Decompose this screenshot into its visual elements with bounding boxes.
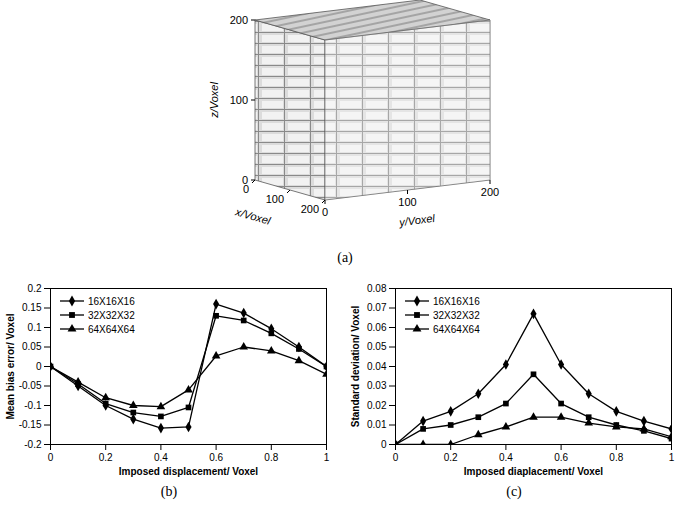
html-text:(c): (c) bbox=[506, 484, 522, 499]
svg-text:200: 200 bbox=[481, 186, 499, 198]
svg-text:0.2: 0.2 bbox=[99, 452, 113, 463]
svg-text:0.01: 0.01 bbox=[367, 419, 387, 430]
svg-text:-0.2: -0.2 bbox=[24, 439, 42, 450]
svg-text:0: 0 bbox=[48, 452, 54, 463]
svg-text:0.4: 0.4 bbox=[154, 452, 168, 463]
svg-text:0: 0 bbox=[322, 206, 328, 218]
svg-text:0.6: 0.6 bbox=[209, 452, 223, 463]
svg-text:0.6: 0.6 bbox=[554, 452, 568, 463]
svg-text:32X32X32: 32X32X32 bbox=[433, 310, 480, 321]
svg-text:0: 0 bbox=[243, 183, 249, 195]
svg-text:Mean bias error/ Voxel: Mean bias error/ Voxel bbox=[5, 313, 16, 419]
svg-text:0.2: 0.2 bbox=[444, 452, 458, 463]
svg-text:0.04: 0.04 bbox=[367, 361, 387, 372]
svg-text:0.07: 0.07 bbox=[367, 302, 387, 313]
svg-text:0.2: 0.2 bbox=[28, 283, 42, 294]
svg-text:-0.15: -0.15 bbox=[19, 419, 42, 430]
svg-text:x/Voxel: x/Voxel bbox=[233, 205, 272, 227]
svg-text:0.05: 0.05 bbox=[22, 341, 42, 352]
svg-text:200: 200 bbox=[301, 203, 319, 215]
svg-text:0.4: 0.4 bbox=[499, 452, 513, 463]
svg-text:Imposed diaplacement/ Voxel: Imposed diaplacement/ Voxel bbox=[464, 466, 604, 477]
svg-text:16X16X16: 16X16X16 bbox=[88, 296, 135, 307]
svg-text:0.06: 0.06 bbox=[367, 322, 387, 333]
svg-text:z/Voxel: z/Voxel bbox=[208, 82, 220, 119]
svg-text:0: 0 bbox=[241, 174, 248, 186]
svg-text:(a): (a) bbox=[337, 250, 353, 266]
svg-text:0.02: 0.02 bbox=[367, 400, 387, 411]
svg-text:100: 100 bbox=[266, 193, 284, 205]
svg-text:0.8: 0.8 bbox=[264, 452, 278, 463]
svg-text:32X32X32: 32X32X32 bbox=[88, 310, 135, 321]
svg-text:16X16X16: 16X16X16 bbox=[433, 296, 480, 307]
svg-text:0: 0 bbox=[36, 361, 42, 372]
svg-text:200: 200 bbox=[230, 14, 248, 26]
svg-text:0.03: 0.03 bbox=[367, 380, 387, 391]
svg-text:0.05: 0.05 bbox=[367, 341, 387, 352]
svg-text:0.8: 0.8 bbox=[609, 452, 623, 463]
svg-text:64X64X64: 64X64X64 bbox=[88, 324, 135, 335]
svg-text:0: 0 bbox=[393, 452, 399, 463]
svg-text:1: 1 bbox=[324, 452, 330, 463]
svg-text:100: 100 bbox=[230, 94, 248, 106]
svg-text:0.15: 0.15 bbox=[22, 302, 42, 313]
html-text:(b): (b) bbox=[160, 484, 178, 499]
svg-text:-0.05: -0.05 bbox=[19, 380, 42, 391]
svg-text:64X64X64: 64X64X64 bbox=[433, 324, 480, 335]
svg-text:Standard deviation/ Voxel: Standard deviation/ Voxel bbox=[350, 306, 361, 428]
svg-text:-0.1: -0.1 bbox=[24, 400, 42, 411]
svg-text:Imposed displacement/ Voxel: Imposed displacement/ Voxel bbox=[119, 466, 259, 477]
svg-text:y/Voxel: y/Voxel bbox=[398, 212, 436, 228]
svg-text:1: 1 bbox=[669, 452, 675, 463]
svg-text:0.08: 0.08 bbox=[367, 283, 387, 294]
svg-text:0: 0 bbox=[381, 439, 387, 450]
svg-text:0.1: 0.1 bbox=[28, 322, 42, 333]
svg-text:100: 100 bbox=[398, 196, 416, 208]
